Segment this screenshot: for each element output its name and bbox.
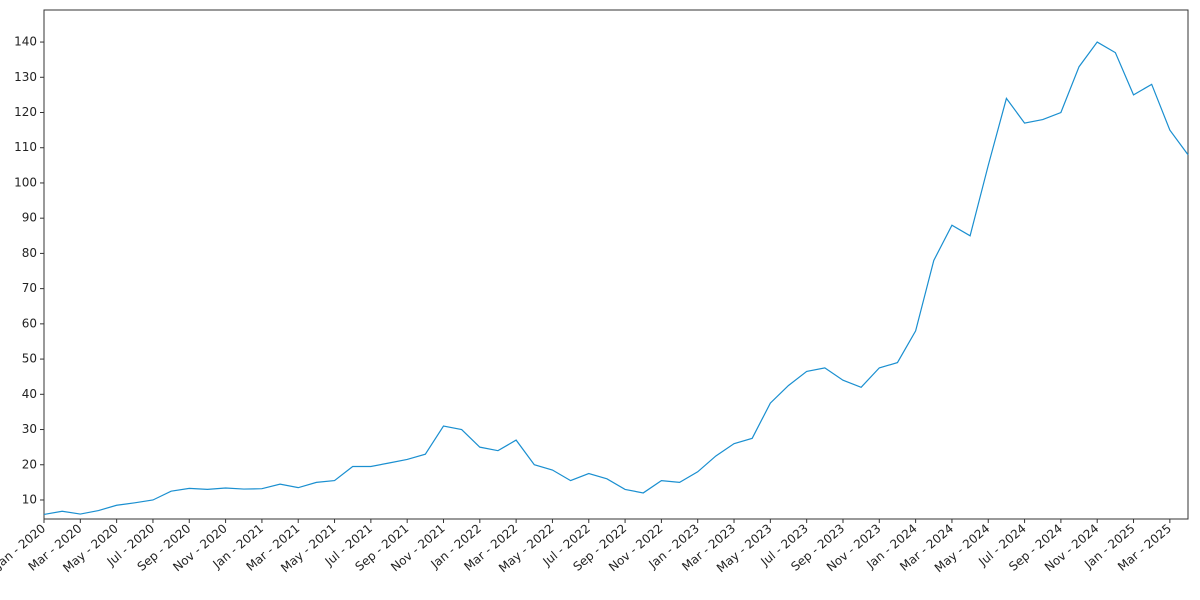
y-tick-label: 80 <box>22 246 37 260</box>
y-tick-label: 130 <box>14 70 37 84</box>
y-tick-label: 30 <box>22 422 37 436</box>
y-tick-label: 40 <box>22 387 37 401</box>
y-tick-label: 50 <box>22 352 37 366</box>
y-tick-label: 100 <box>14 175 37 189</box>
line-series <box>43 41 1189 516</box>
y-tick-label: 120 <box>14 105 37 119</box>
y-tick-label: 10 <box>22 492 37 506</box>
y-tick-label: 140 <box>14 35 37 49</box>
y-tick-label: 70 <box>22 281 37 295</box>
y-tick-label: 20 <box>22 457 37 471</box>
y-tick-label: 60 <box>22 316 37 330</box>
y-tick-label: 90 <box>22 211 37 225</box>
plot-frame <box>43 9 1189 520</box>
y-tick-label: 110 <box>14 140 37 154</box>
